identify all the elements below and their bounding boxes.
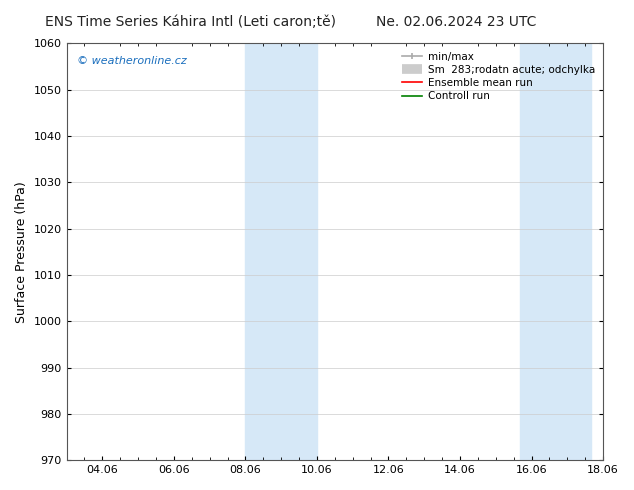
Text: Ne. 02.06.2024 23 UTC: Ne. 02.06.2024 23 UTC (377, 15, 536, 29)
Y-axis label: Surface Pressure (hPa): Surface Pressure (hPa) (15, 181, 28, 323)
Text: ENS Time Series Káhira Intl (Leti caron;tě): ENS Time Series Káhira Intl (Leti caron;… (45, 15, 335, 29)
Legend: min/max, Sm  283;rodatn acute; odchylka, Ensemble mean run, Controll run: min/max, Sm 283;rodatn acute; odchylka, … (398, 49, 598, 104)
Bar (520, 44, 592, 460)
Text: © weatheronline.cz: © weatheronline.cz (77, 56, 187, 66)
Bar (245, 44, 317, 460)
